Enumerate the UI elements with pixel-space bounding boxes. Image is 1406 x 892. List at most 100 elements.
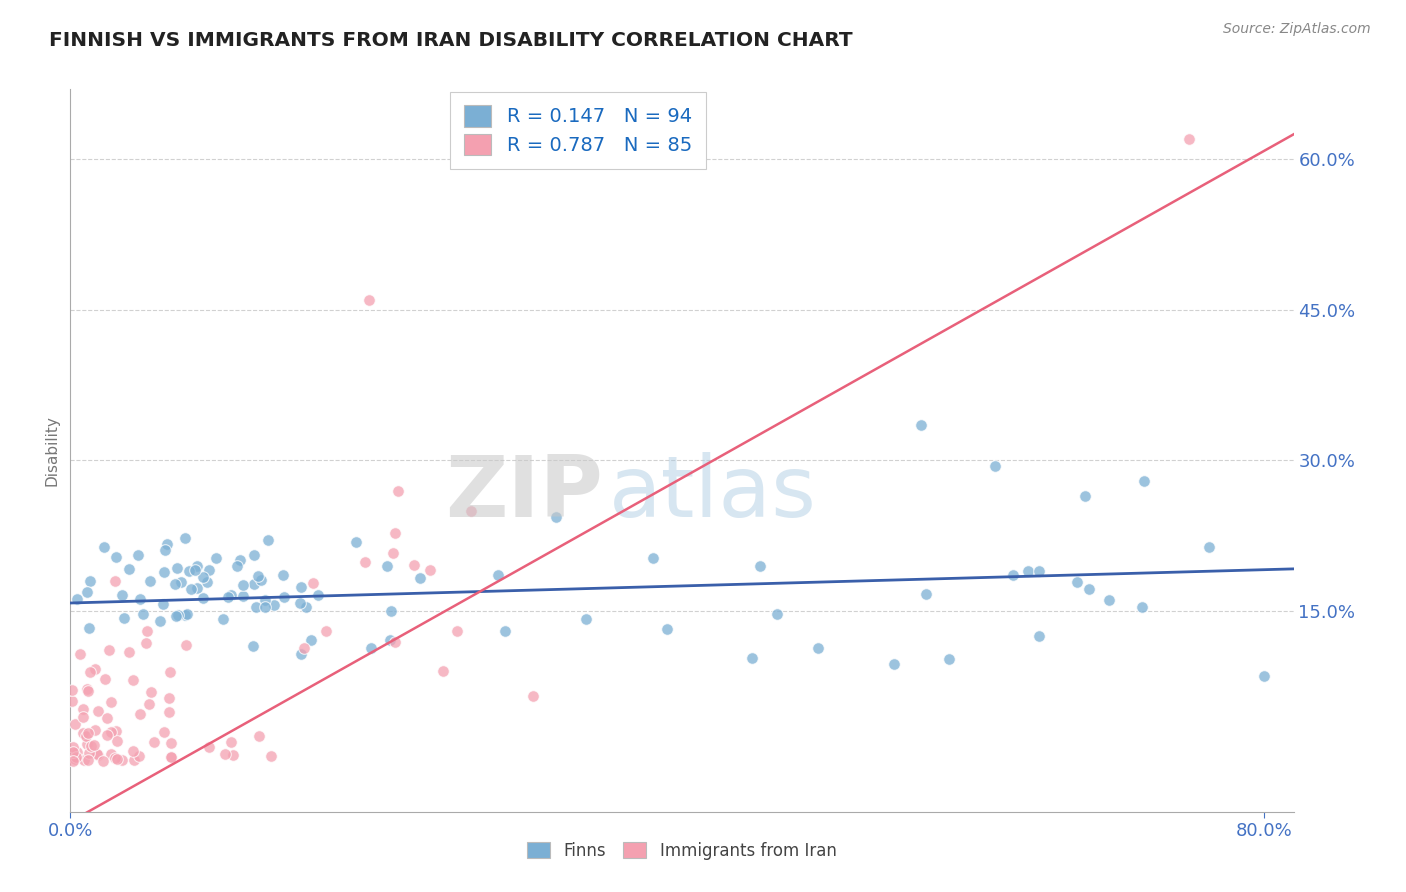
Point	[177, 564, 200, 578]
Point	[217, 590, 239, 604]
Point	[221, 735, 243, 749]
Point	[288, 596, 311, 610]
Point	[100, 695, 122, 709]
Point	[77, 746, 100, 760]
Point	[247, 569, 270, 583]
Point	[60, 694, 83, 708]
Point	[139, 685, 162, 699]
Point	[290, 647, 312, 661]
Point	[80, 739, 103, 754]
Point	[409, 570, 432, 584]
Point	[104, 574, 127, 588]
Point	[292, 640, 315, 655]
Text: atlas: atlas	[609, 452, 817, 535]
Point	[387, 483, 409, 498]
Point	[77, 684, 100, 698]
Point	[1198, 540, 1220, 554]
Point	[232, 578, 254, 592]
Point	[419, 563, 441, 577]
Point	[143, 735, 166, 749]
Point	[76, 585, 98, 599]
Point	[544, 510, 567, 524]
Point	[1028, 564, 1050, 578]
Point	[93, 541, 115, 555]
Point	[87, 747, 110, 762]
Point	[522, 690, 544, 704]
Point	[260, 748, 283, 763]
Point	[910, 418, 932, 433]
Point	[432, 664, 454, 679]
Point	[100, 747, 122, 762]
Point	[104, 750, 127, 764]
Point	[494, 624, 516, 638]
Point	[344, 535, 367, 549]
Point	[96, 728, 118, 742]
Point	[124, 753, 146, 767]
Point	[382, 546, 405, 560]
Point	[360, 640, 382, 655]
Point	[174, 638, 197, 652]
Point	[184, 563, 207, 577]
Text: Source: ZipAtlas.com: Source: ZipAtlas.com	[1223, 22, 1371, 37]
Point	[295, 600, 318, 615]
Point	[96, 711, 118, 725]
Point	[198, 740, 221, 755]
Point	[157, 706, 180, 720]
Point	[94, 672, 117, 686]
Point	[741, 651, 763, 665]
Point	[195, 575, 218, 590]
Point	[75, 729, 97, 743]
Point	[380, 632, 402, 647]
Point	[86, 747, 108, 762]
Point	[984, 458, 1007, 473]
Point	[128, 749, 150, 764]
Point	[91, 754, 114, 768]
Point	[222, 747, 245, 762]
Point	[242, 548, 264, 562]
Point	[167, 608, 190, 623]
Point	[63, 716, 86, 731]
Point	[138, 697, 160, 711]
Point	[766, 607, 789, 622]
Point	[153, 543, 176, 558]
Point	[83, 723, 105, 738]
Point	[1077, 582, 1099, 596]
Point	[65, 750, 87, 764]
Point	[73, 753, 96, 767]
Point	[232, 589, 254, 603]
Point	[165, 609, 187, 624]
Point	[249, 573, 271, 587]
Point	[1253, 669, 1275, 683]
Point	[384, 635, 406, 649]
Point	[100, 724, 122, 739]
Point	[84, 662, 107, 676]
Point	[402, 558, 425, 572]
Point	[76, 682, 98, 697]
Point	[253, 599, 276, 614]
Point	[307, 588, 329, 602]
Point	[105, 734, 128, 748]
Point	[112, 611, 135, 625]
Point	[160, 750, 183, 764]
Point	[176, 607, 198, 621]
Point	[242, 639, 264, 653]
Point	[160, 750, 183, 764]
Point	[129, 706, 152, 721]
Point	[384, 526, 406, 541]
Point	[299, 633, 322, 648]
Point	[174, 607, 197, 622]
Point	[315, 624, 337, 639]
Point	[357, 293, 380, 307]
Point	[915, 587, 938, 601]
Point	[156, 537, 179, 551]
Text: ZIP: ZIP	[444, 452, 602, 535]
Point	[127, 548, 149, 562]
Point	[122, 673, 145, 687]
Point	[83, 738, 105, 752]
Point	[166, 561, 188, 575]
Point	[135, 635, 157, 649]
Point	[105, 549, 128, 564]
Point	[229, 553, 252, 567]
Point	[263, 598, 285, 612]
Point	[174, 531, 197, 545]
